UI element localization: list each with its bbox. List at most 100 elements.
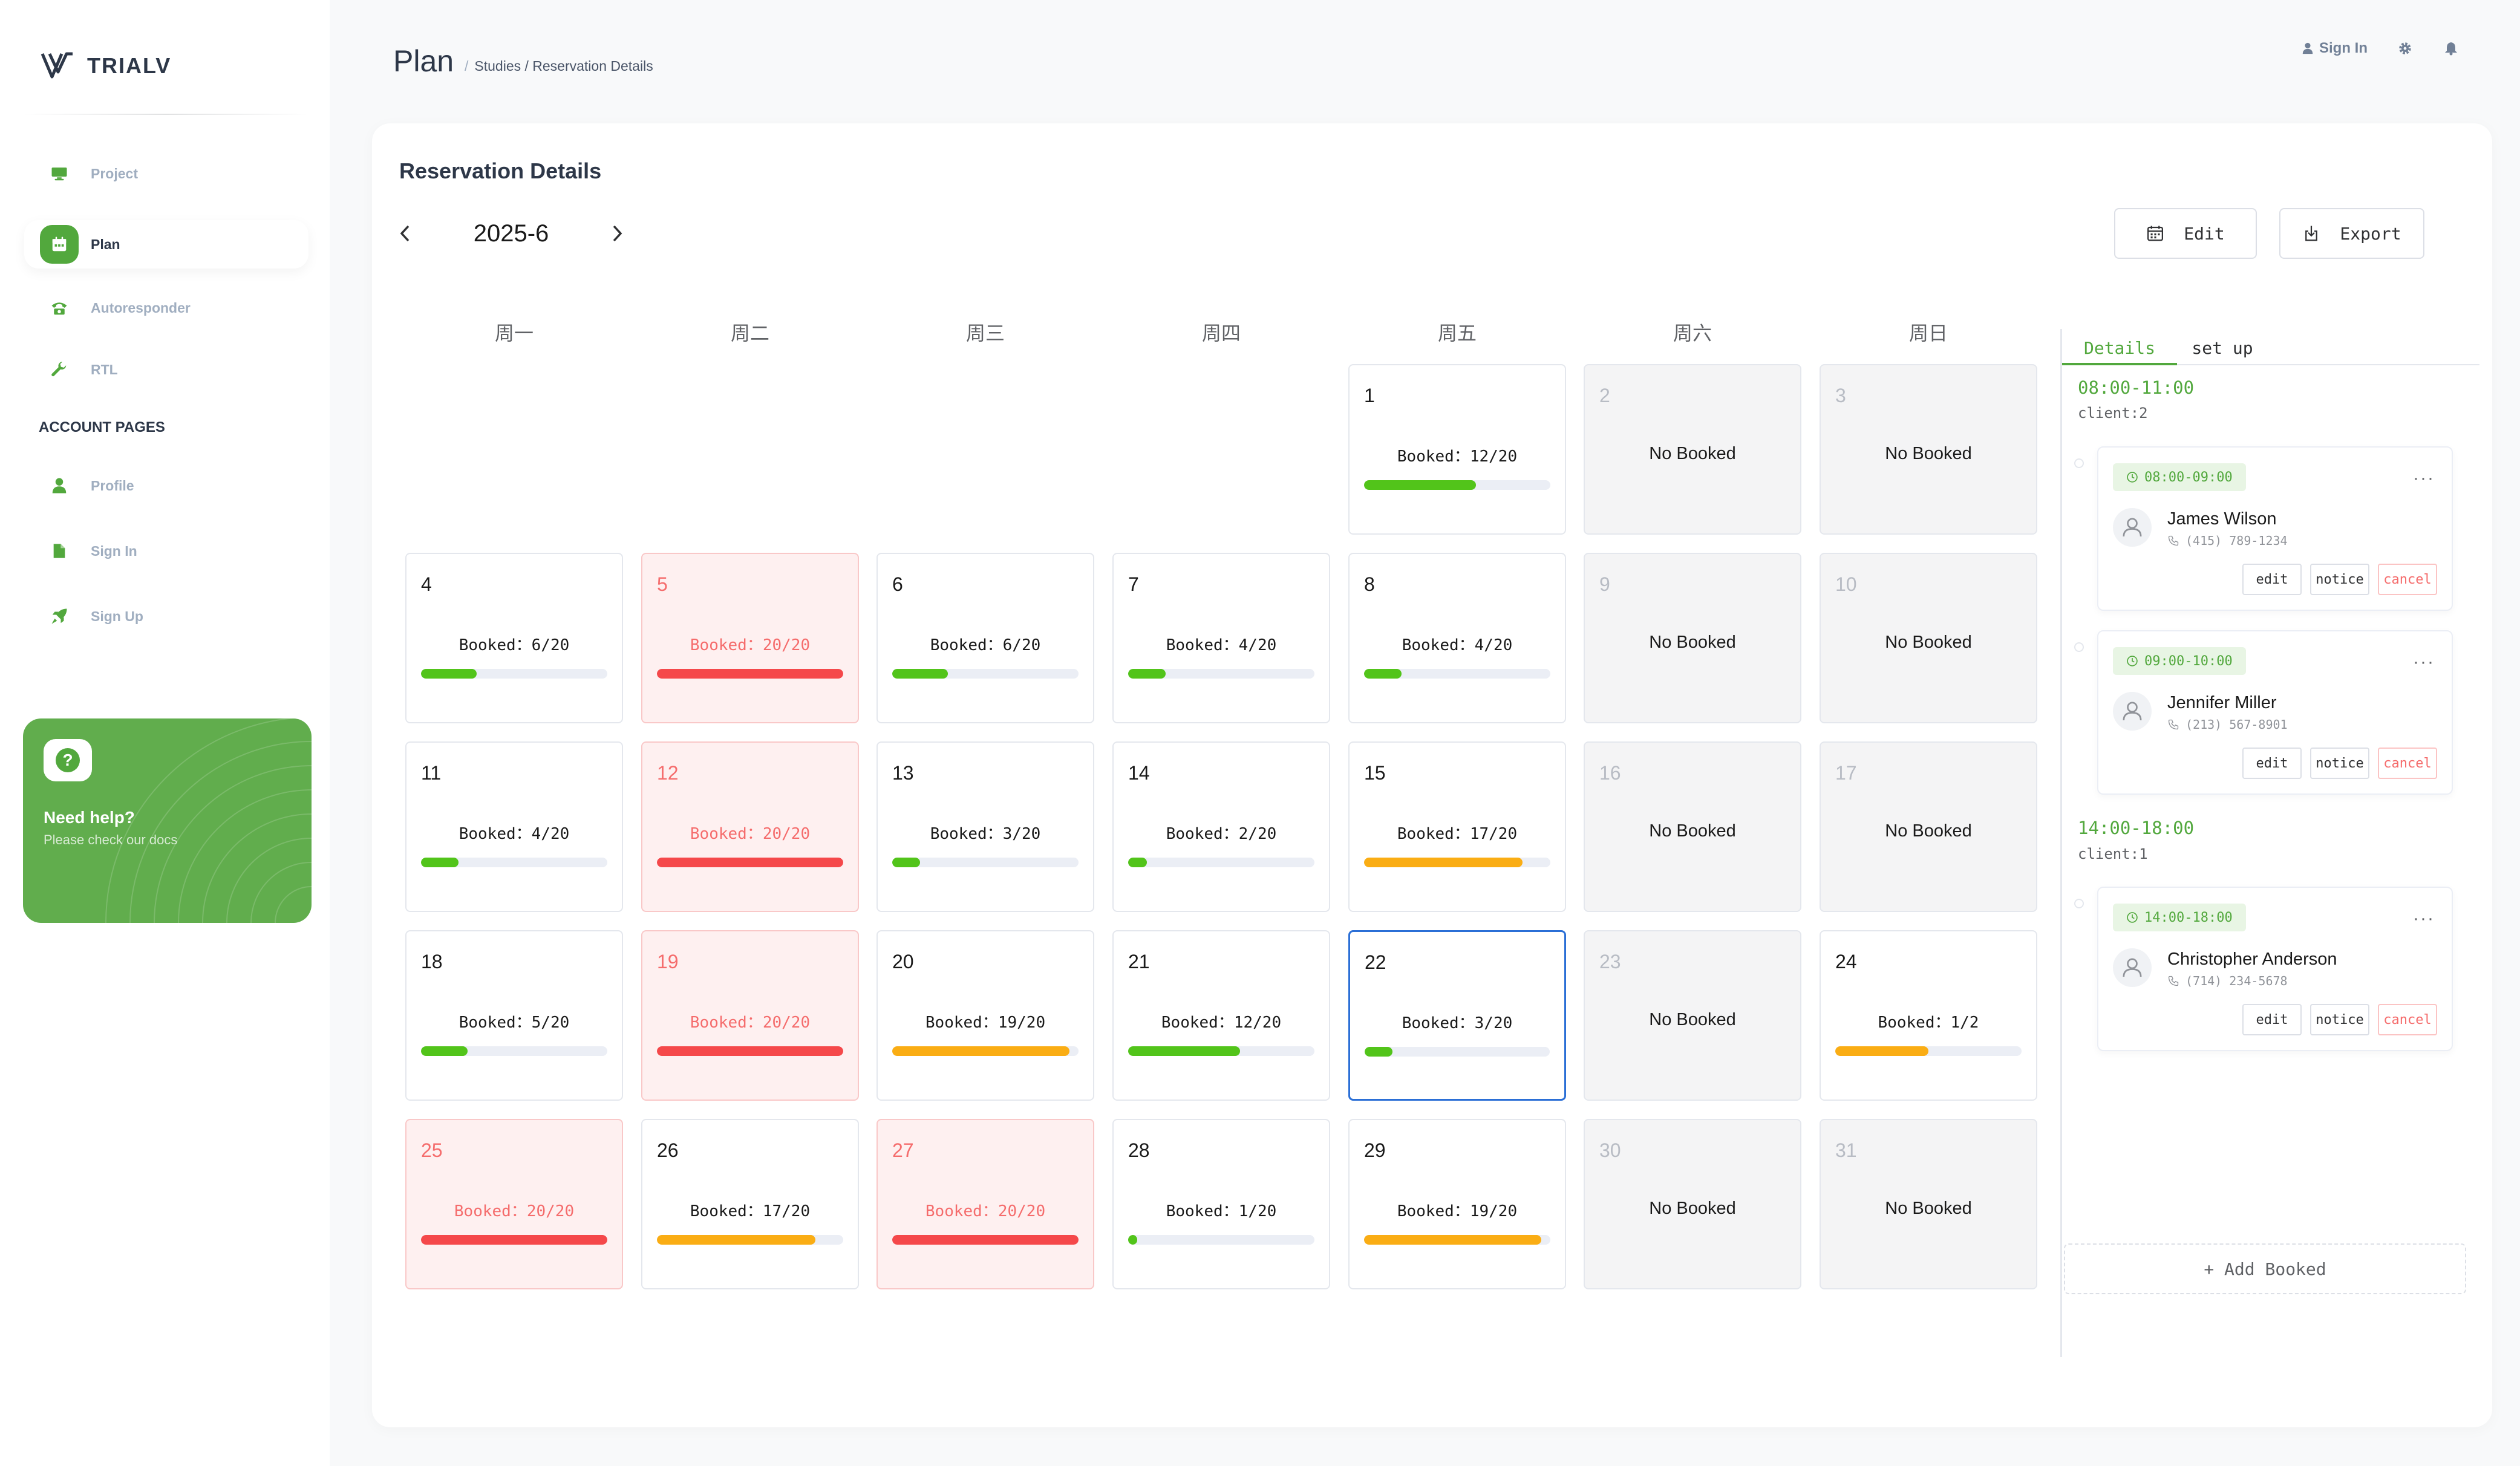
calendar-day-cell[interactable]: 17 No Booked xyxy=(1820,741,2037,912)
top-actions: Sign In xyxy=(2301,40,2460,57)
calendar-day-cell[interactable]: 16 No Booked xyxy=(1584,741,1801,912)
tab-set-up[interactable]: set up xyxy=(2192,337,2253,358)
booking-progress-fill xyxy=(1128,1046,1240,1056)
calendar-day-cell[interactable]: 22 Booked：3/20 xyxy=(1348,930,1566,1101)
calendar-day-cell[interactable]: 3 No Booked xyxy=(1820,364,2037,535)
calendar-day-cell[interactable]: 15 Booked：17/20 xyxy=(1348,741,1566,912)
add-booked-button[interactable]: + Add Booked xyxy=(2064,1243,2466,1294)
timeline-dot xyxy=(2074,899,2084,908)
calendar-day-cell[interactable]: 9 No Booked xyxy=(1584,553,1801,723)
sidebar-item-rtl[interactable]: RTL xyxy=(24,345,308,394)
calendar-day-cell[interactable]: 12 Booked：20/20 xyxy=(641,741,859,912)
phone-number: (714) 234-5678 xyxy=(2185,974,2288,988)
day-number: 25 xyxy=(421,1139,443,1161)
cancel-booking-button[interactable]: cancel xyxy=(2378,564,2437,595)
user-icon xyxy=(2123,518,2142,537)
help-icon: ? xyxy=(44,739,92,781)
sidebar-item-profile[interactable]: Profile xyxy=(24,461,308,510)
client-name: Jennifer Miller xyxy=(2167,693,2277,712)
day-number: 18 xyxy=(421,951,443,972)
calendar-day-cell[interactable]: 14 Booked：2/20 xyxy=(1112,741,1330,912)
sidebar-item-project[interactable]: Project xyxy=(24,149,308,198)
calendar-day-cell[interactable]: 21 Booked：12/20 xyxy=(1112,930,1330,1101)
booking-progress-bar xyxy=(1128,858,1314,867)
booking-progress-bar xyxy=(657,669,843,679)
sidebar-item-autoresponder[interactable]: Autoresponder xyxy=(24,284,308,332)
more-options-icon[interactable]: ··· xyxy=(2413,468,2435,488)
calendar-day-cell[interactable]: 19 Booked：20/20 xyxy=(641,930,859,1101)
booking-progress-fill xyxy=(1364,669,1402,679)
notice-button[interactable]: notice xyxy=(2310,748,2369,779)
day-number: 10 xyxy=(1835,573,1857,595)
edit-booking-button[interactable]: edit xyxy=(2242,748,2302,779)
calendar-day-cell[interactable]: 25 Booked：20/20 xyxy=(405,1119,623,1289)
tab-details[interactable]: Details xyxy=(2083,337,2155,358)
day-number: 31 xyxy=(1835,1139,1857,1161)
sidebar-item-sign-up[interactable]: Sign Up xyxy=(24,592,308,640)
calendar-day-cell[interactable]: 26 Booked：17/20 xyxy=(641,1119,859,1289)
calendar-day-cell[interactable]: 1 Booked：12/20 xyxy=(1348,364,1566,535)
breadcrumb[interactable]: / Studies / Reservation Details xyxy=(465,58,653,74)
calendar-day-cell[interactable]: 18 Booked：5/20 xyxy=(405,930,623,1101)
cancel-booking-button[interactable]: cancel xyxy=(2378,1004,2437,1035)
calendar-day-cell[interactable]: 23 No Booked xyxy=(1584,930,1801,1101)
calendar-day-cell[interactable]: 10 No Booked xyxy=(1820,553,2037,723)
cancel-booking-button[interactable]: cancel xyxy=(2378,748,2437,779)
brand[interactable]: TRIALV xyxy=(40,48,171,83)
booking-progress-bar xyxy=(1128,1046,1314,1056)
help-card[interactable]: ? Need help? Please check our docs xyxy=(23,718,312,923)
notice-button[interactable]: notice xyxy=(2310,1004,2369,1035)
edit-booking-button[interactable]: edit xyxy=(2242,1004,2302,1035)
calendar-day-cell[interactable]: 28 Booked：1/20 xyxy=(1112,1119,1330,1289)
booked-count: Booked：4/20 xyxy=(1402,636,1513,654)
calendar-day-cell[interactable]: 2 No Booked xyxy=(1584,364,1801,535)
breadcrumb-path[interactable]: Studies / Reservation Details xyxy=(474,58,653,74)
sidebar-item-label: Profile xyxy=(91,477,134,494)
calendar-day-cell[interactable]: 4 Booked：6/20 xyxy=(405,553,623,723)
next-month-button[interactable] xyxy=(602,211,632,256)
calendar-day-cell[interactable]: 30 No Booked xyxy=(1584,1119,1801,1289)
no-booked-label: No Booked xyxy=(1885,633,1972,652)
edit-button[interactable]: Edit xyxy=(2114,208,2257,259)
booking-progress-bar xyxy=(892,669,1079,679)
reservation-card: Reservation Details 2025-6 Edit Export 周… xyxy=(372,123,2492,1427)
calendar-day-cell[interactable]: 20 Booked：19/20 xyxy=(876,930,1094,1101)
day-number: 16 xyxy=(1599,762,1621,784)
edit-booking-button[interactable]: edit xyxy=(2242,564,2302,595)
day-number: 5 xyxy=(657,573,668,595)
notice-button[interactable]: notice xyxy=(2310,564,2369,595)
day-number: 4 xyxy=(421,573,432,595)
day-number: 1 xyxy=(1364,385,1375,406)
booking-progress-bar xyxy=(1835,1046,2022,1056)
calendar-day-cell[interactable]: 29 Booked：19/20 xyxy=(1348,1119,1566,1289)
weekday-label: 周四 xyxy=(1201,322,1241,344)
calendar-day-cell[interactable]: 11 Booked：4/20 xyxy=(405,741,623,912)
booked-count: Booked：19/20 xyxy=(1397,1202,1518,1220)
booking-progress-fill xyxy=(892,858,921,867)
calendar-day-cell[interactable]: 31 No Booked xyxy=(1820,1119,2037,1289)
slot-client-count: client:2 xyxy=(2078,405,2148,422)
calendar-day-cell[interactable]: 6 Booked：6/20 xyxy=(876,553,1094,723)
calendar-day-cell[interactable]: 13 Booked：3/20 xyxy=(876,741,1094,912)
sidebar-item-plan[interactable]: Plan xyxy=(24,220,308,269)
settings-gear-icon[interactable] xyxy=(2397,40,2414,57)
calendar-day-cell[interactable]: 8 Booked：4/20 xyxy=(1348,553,1566,723)
calendar-day-cell[interactable]: 27 Booked：20/20 xyxy=(876,1119,1094,1289)
prev-month-button[interactable] xyxy=(390,211,420,256)
export-button[interactable]: Export xyxy=(2279,208,2424,259)
booking-progress-bar xyxy=(657,1046,843,1056)
logo-icon xyxy=(41,52,73,79)
calendar-day-cell[interactable]: 24 Booked：1/2 xyxy=(1820,930,2037,1101)
sign-in-link[interactable]: Sign In xyxy=(2301,40,2368,57)
more-options-icon[interactable]: ··· xyxy=(2413,652,2435,672)
active-tab-indicator xyxy=(2062,363,2177,365)
sidebar-item-sign-in[interactable]: Sign In xyxy=(24,527,308,575)
calendar-day-cell[interactable]: 5 Booked：20/20 xyxy=(641,553,859,723)
more-options-icon[interactable]: ··· xyxy=(2413,908,2435,928)
sidebar-item-label: RTL xyxy=(91,361,118,377)
booking-progress-fill xyxy=(657,858,843,867)
help-subtitle[interactable]: Please check our docs xyxy=(44,832,178,847)
calendar-day-cell[interactable]: 7 Booked：4/20 xyxy=(1112,553,1330,723)
phone-icon xyxy=(2168,535,2179,546)
bell-icon[interactable] xyxy=(2443,40,2460,57)
